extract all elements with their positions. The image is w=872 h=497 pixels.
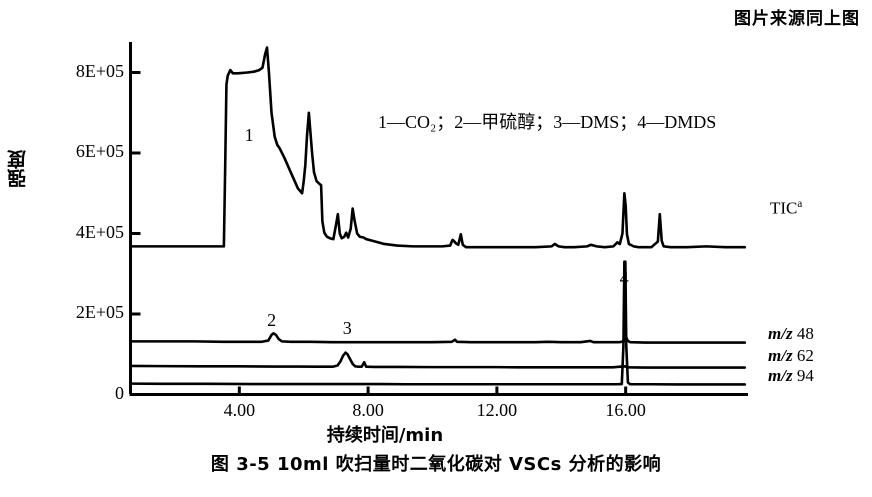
peak-label-3: 3 <box>342 318 352 339</box>
y-axis-tick-label: 0 <box>115 382 124 403</box>
compound-legend: 1—CO₂；2—甲硫醇；3—DMS；4—DMDS <box>378 112 717 132</box>
x-axis-tick-label: 12.00 <box>476 400 518 420</box>
axes <box>129 42 748 396</box>
mz-value: 48 <box>796 324 814 343</box>
trace-m-z-62 <box>130 351 747 369</box>
peak-label-1: 1 <box>244 124 254 145</box>
peak-label-2: 2 <box>267 310 277 331</box>
source-note: 图片来源同上图 <box>734 9 860 29</box>
y-axis-tick-label: 8E+05 <box>75 60 124 81</box>
trace-label-m-z-94: m/z 94 <box>768 366 814 386</box>
trace-label-m-z-62: m/z 62 <box>768 346 814 366</box>
footnote-marker: a <box>797 198 803 210</box>
mz-italic: m/z <box>768 324 793 343</box>
x-axis-title: 持续时间/min <box>326 425 444 446</box>
trace-label-tic: TICa <box>770 198 802 219</box>
y-axis-tick-label: 6E+05 <box>75 141 124 161</box>
figure-caption: 图 3-5 10ml 吹扫量时二氧化碳对 VSCs 分析的影响 <box>210 454 662 475</box>
mz-italic: m/z <box>768 346 793 365</box>
trace-lines <box>130 46 747 386</box>
peak-label-4: 4 <box>619 267 629 288</box>
y-axis-tick-label: 4E+05 <box>75 221 124 242</box>
x-axis-tick-label: 16.00 <box>605 400 646 420</box>
y-axis-ticks <box>129 71 141 396</box>
x-axis-tick-label: 4.00 <box>223 400 256 420</box>
y-axis-title: 强度 <box>7 150 29 188</box>
x-axis-tick-label: 8.00 <box>352 400 384 420</box>
trace-m-z-94 <box>130 260 747 386</box>
trace-tic <box>130 46 747 249</box>
plot-canvas <box>129 42 748 396</box>
trace-label-text: TIC <box>770 198 798 218</box>
x-axis-ticks <box>237 386 628 396</box>
chromatogram-plot <box>129 42 748 396</box>
trace-m-z-48 <box>130 332 747 344</box>
mz-value: 62 <box>796 346 814 365</box>
mz-italic: m/z <box>768 366 793 385</box>
y-axis-tick-label: 2E+05 <box>75 302 124 322</box>
trace-label-m-z-48: m/z 48 <box>768 324 814 344</box>
mz-value: 94 <box>796 366 814 385</box>
